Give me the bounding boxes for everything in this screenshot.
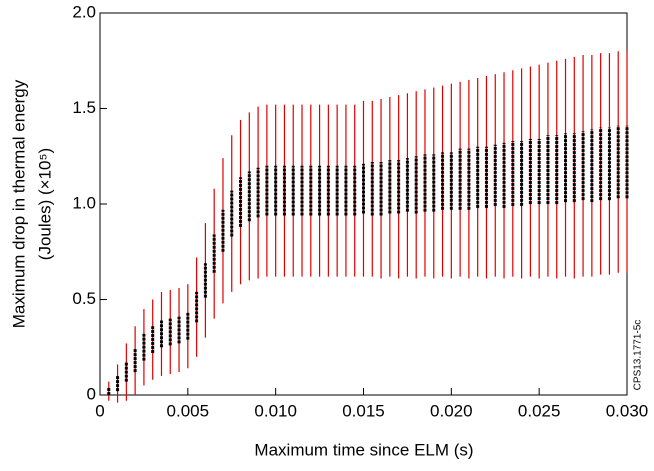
y-tick-label: 0 [87, 384, 96, 403]
y-axis-label: (Joules) (×10⁵) [35, 148, 54, 260]
x-tick-label: 0.020 [430, 401, 473, 420]
x-tick-label: 0.030 [606, 401, 649, 420]
x-tick-label: 0.005 [167, 401, 210, 420]
y-tick-label: 1.5 [72, 98, 96, 117]
x-tick-label: 0.025 [518, 401, 561, 420]
x-tick-label: 0.010 [254, 401, 297, 420]
x-tick-label: 0 [95, 401, 104, 420]
y-tick-label: 1.0 [72, 193, 96, 212]
y-tick-label: 0.5 [72, 289, 96, 308]
y-tick-label: 2.0 [72, 2, 96, 21]
x-tick-label: 0.015 [342, 401, 385, 420]
annotation: CPS13.1771-5c [633, 320, 644, 391]
y-axis-label: Maximum drop in thermal energy [9, 79, 28, 328]
x-axis-label: Maximum time since ELM (s) [254, 440, 473, 459]
